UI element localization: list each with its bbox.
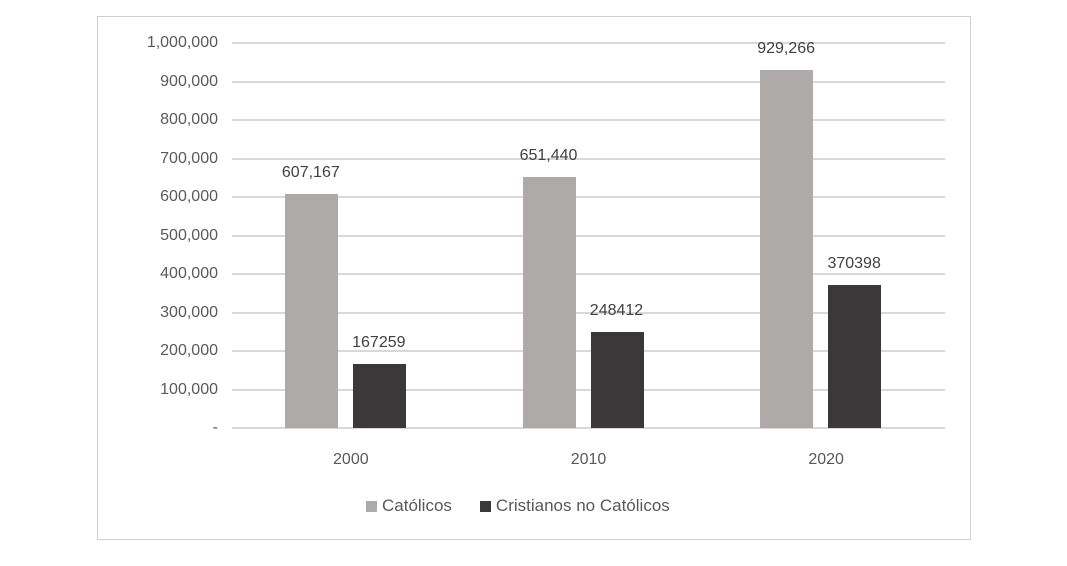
- gridline: [232, 196, 945, 198]
- legend-label-no-catolicos: Cristianos no Católicos: [495, 496, 670, 515]
- y-tick-label: 700,000: [160, 149, 218, 167]
- bar: [828, 285, 882, 428]
- legend-label-catolicos: Católicos: [382, 496, 452, 515]
- x-tick-label: 2010: [570, 451, 607, 468]
- data-label: 607,167: [281, 164, 340, 182]
- bar: [352, 363, 406, 428]
- data-label: 651,440: [519, 147, 578, 165]
- bar: [522, 177, 576, 428]
- gridline: [232, 273, 945, 275]
- gridline: [232, 311, 945, 314]
- gridline: [232, 42, 945, 44]
- y-tick-label: 200,000: [160, 342, 218, 359]
- legend-swatch-no-catolicos: [479, 500, 491, 512]
- y-tick-label: 400,000: [160, 265, 218, 282]
- data-label: 167259: [352, 333, 406, 351]
- gridline: [232, 234, 945, 237]
- y-tick-label: 500,000: [160, 226, 218, 244]
- x-tick-label: 2020: [808, 451, 844, 468]
- x-tick-label: 2000: [333, 451, 369, 468]
- y-tick-label: 100,000: [160, 380, 218, 398]
- data-label: 248412: [589, 302, 644, 320]
- y-tick-label: -: [212, 419, 218, 436]
- legend: Católicos Cristianos no Católicos: [366, 496, 670, 516]
- bar: [284, 194, 338, 428]
- gridline: [232, 350, 945, 352]
- gridline: [232, 427, 945, 429]
- data-label: 929,266: [757, 40, 816, 58]
- y-tick-label: 900,000: [160, 72, 218, 90]
- y-tick-label: 600,000: [160, 188, 218, 205]
- bar: [590, 332, 644, 428]
- legend-swatch-catolicos: [366, 500, 377, 512]
- bar: [760, 70, 814, 428]
- data-label: 370398: [827, 255, 881, 273]
- y-tick-label: 300,000: [160, 303, 218, 321]
- gridline: [232, 80, 945, 83]
- gridline: [232, 157, 945, 160]
- gridline: [232, 388, 945, 391]
- gridline: [232, 119, 945, 121]
- y-tick-label: 800,000: [160, 111, 218, 128]
- y-tick-label: 1,000,000: [146, 34, 218, 51]
